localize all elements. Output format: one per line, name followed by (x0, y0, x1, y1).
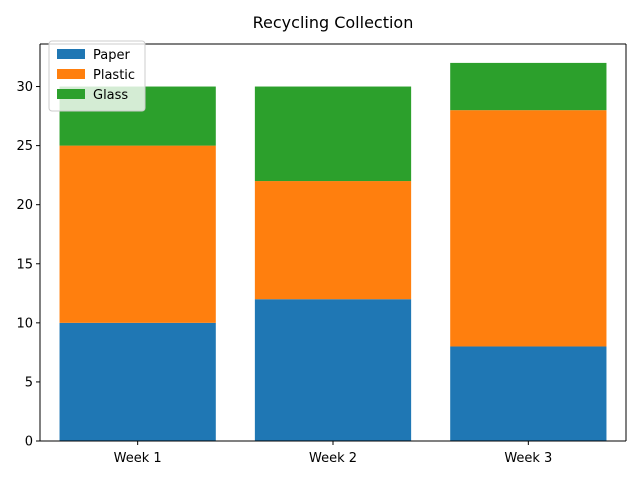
x-tick-label: Week 1 (114, 451, 162, 466)
bar-paper-1 (59, 322, 216, 441)
bar-plastic-2 (254, 181, 412, 300)
x-tick-label: Week 2 (309, 451, 357, 466)
y-tick-label: 15 (16, 257, 33, 272)
bar-plastic-3 (450, 110, 607, 347)
legend-label-glass: Glass (93, 88, 128, 103)
bar-glass-3 (450, 62, 607, 111)
y-tick-label: 20 (16, 198, 33, 213)
bars-layer (59, 62, 607, 441)
y-tick-label: 25 (16, 139, 33, 154)
x-tick-label: Week 3 (504, 451, 552, 466)
legend-swatch-paper (57, 49, 85, 59)
bar-paper-3 (450, 346, 607, 441)
axes-layer: 0 5 10 15 20 25 30 Week 1 Week 2 Week 3 (16, 43, 627, 466)
legend: Paper Plastic Glass (48, 40, 146, 112)
y-tick-label: 30 (16, 80, 33, 95)
legend-swatch-glass (57, 89, 85, 99)
bar-plastic-1 (59, 145, 216, 323)
chart-title: Recycling Collection (253, 13, 414, 32)
bar-paper-2 (254, 299, 412, 441)
legend-label-paper: Paper (93, 48, 130, 63)
bar-glass-2 (254, 86, 412, 182)
y-tick-label: 10 (16, 316, 33, 331)
y-tick-label: 5 (25, 375, 33, 390)
y-tick-label: 0 (25, 435, 33, 450)
legend-label-plastic: Plastic (93, 68, 135, 83)
legend-swatch-plastic (57, 69, 85, 79)
